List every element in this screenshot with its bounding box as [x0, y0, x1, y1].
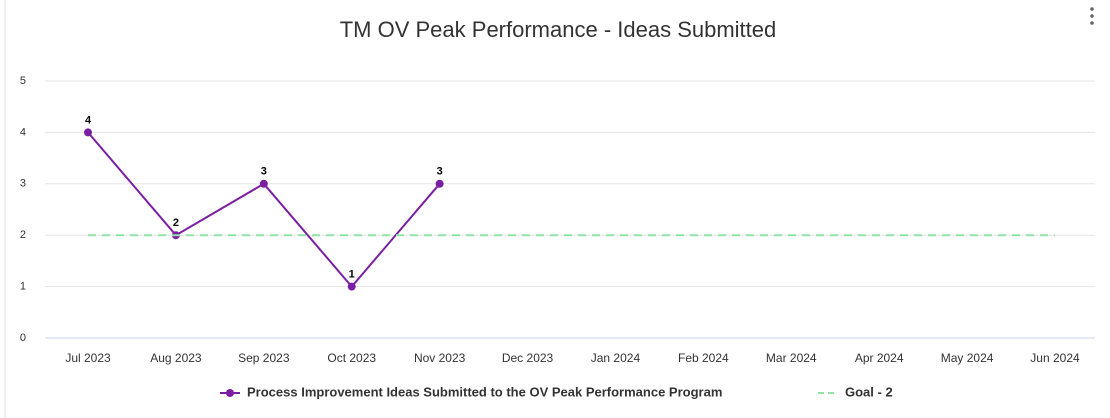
x-tick-label: Sep 2023 [238, 351, 290, 365]
x-tick-label: Dec 2023 [502, 351, 554, 365]
x-tick-label: Jun 2024 [1030, 351, 1080, 365]
data-label: 2 [173, 217, 179, 229]
data-label: 1 [349, 269, 355, 281]
point [435, 179, 444, 188]
chart-title: TM OV Peak Performance - Ideas Submitted [340, 17, 777, 42]
point [259, 179, 268, 188]
y-tick-label: 2 [20, 229, 26, 241]
y-tick-label: 3 [20, 178, 26, 190]
point [347, 282, 356, 291]
series-line [87, 131, 441, 289]
y-tick-label: 5 [20, 75, 26, 87]
x-tick-label: Jan 2024 [591, 351, 641, 365]
menu-icon[interactable] [1090, 7, 1094, 25]
x-tick-label: Jul 2023 [65, 351, 111, 365]
x-tick-label: Mar 2024 [766, 351, 817, 365]
x-tick-label: Feb 2024 [678, 351, 729, 365]
legend-label: Process Improvement Ideas Submitted to t… [247, 384, 722, 399]
x-tick-label: Oct 2023 [327, 351, 376, 365]
y-tick-label: 4 [20, 126, 26, 138]
y-tick-label: 1 [20, 281, 26, 293]
x-tick-label: Aug 2023 [150, 351, 202, 365]
x-tick-label: Apr 2024 [855, 351, 904, 365]
data-label: 3 [261, 166, 267, 178]
legend-marker [226, 389, 234, 397]
y-tick-label: 0 [20, 332, 26, 344]
x-tick-label: Nov 2023 [414, 351, 466, 365]
data-label: 3 [437, 166, 443, 178]
point [84, 128, 92, 137]
x-tick-label: May 2024 [941, 351, 994, 365]
data-label: 4 [85, 114, 92, 126]
legend-label: Goal - 2 [845, 384, 893, 399]
